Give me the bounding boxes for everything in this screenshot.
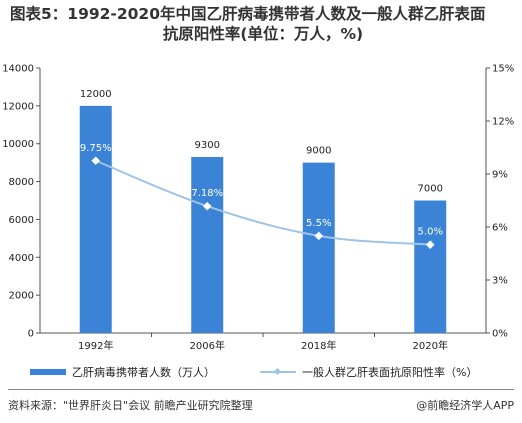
line-point: [314, 231, 324, 241]
y-left-tick-label: 2000: [9, 291, 34, 302]
y-left-tick-label: 14000: [2, 64, 34, 75]
y-left-tick-label: 6000: [9, 215, 34, 226]
line-point: [91, 156, 101, 166]
y-right-tick-label: 6%: [492, 223, 508, 234]
brand-text: @前瞻经济学人APP: [416, 399, 514, 412]
y-left-tick-label: 0: [28, 329, 34, 340]
y-right-tick-label: 3%: [492, 276, 508, 287]
combo-chart: 0 2000 4000 6000 8000 10000 12000 14000 0% 3% 6% 9%…: [2, 64, 514, 353]
footer-divider: [8, 389, 514, 390]
bar-value-label: 12000: [80, 89, 112, 100]
chart-title-line2: 抗原阳性率(单位：万人，%): [162, 25, 364, 43]
line-value-label: 5.5%: [306, 218, 331, 229]
y-left-tick-label: 8000: [9, 177, 34, 188]
x-tick-label: 2018年: [301, 339, 336, 352]
bar: [191, 156, 224, 333]
line-point: [425, 240, 435, 249]
y-left-tick-label: 4000: [9, 253, 34, 264]
y-right-tick-label: 9%: [492, 170, 508, 181]
legend-item-line: 一般人群乙肝表面抗原阳性率（%）: [260, 364, 477, 380]
footer: 资料来源："世界肝炎日"会议 前瞻产业研究院整理 @前瞻经济学人APP: [8, 397, 514, 415]
x-tick-label: 1992年: [78, 339, 113, 352]
y-right-tick-label: 15%: [492, 64, 514, 75]
y-left-tick-label: 12000: [2, 101, 34, 112]
legend-bar-label: 乙肝病毒携带者人数（万人）: [72, 366, 215, 379]
legend-item-bar: 乙肝病毒携带者人数（万人）: [30, 364, 215, 380]
line-value-label: 9.75%: [80, 143, 112, 154]
chart-title-line1: 图表5：1992-2020年中国乙肝病毒携带者人数及一般人群乙肝表面: [10, 5, 486, 23]
y-right-tick-label: 12%: [492, 117, 514, 128]
bar: [302, 162, 335, 333]
y-right-tick-label: 0%: [492, 329, 508, 340]
bar: [414, 200, 447, 333]
source-text: 资料来源："世界肝炎日"会议 前瞻产业研究院整理: [8, 399, 253, 412]
x-tick-label: 2020年: [413, 339, 448, 352]
bar-value-label: 9300: [195, 140, 220, 151]
legend: 乙肝病毒携带者人数（万人） 一般人群乙肝表面抗原阳性率（%）: [10, 364, 510, 380]
line-value-label: 7.18%: [191, 188, 223, 199]
bar-value-label: 7000: [418, 184, 443, 195]
legend-bar-swatch: [30, 369, 66, 375]
bar: [79, 105, 112, 333]
x-tick-label: 2006年: [190, 339, 225, 352]
legend-line-label: 一般人群乙肝表面抗原阳性率（%）: [302, 366, 478, 379]
y-left-tick-label: 10000: [2, 139, 34, 150]
legend-line-swatch: [260, 369, 296, 375]
line-value-label: 5.0%: [418, 227, 443, 238]
chart-title: 图表5：1992-2020年中国乙肝病毒携带者人数及一般人群乙肝表面 抗原阳性率…: [10, 4, 516, 44]
bar-value-label: 9000: [306, 146, 331, 157]
line-point: [202, 201, 212, 211]
series-line: [95, 159, 431, 246]
